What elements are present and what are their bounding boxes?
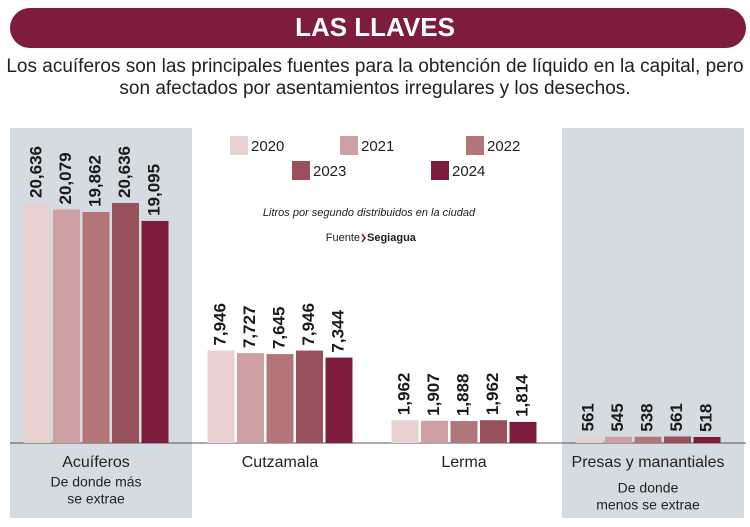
bar [693,436,721,443]
bar [266,354,294,443]
value-label: 20,636 [26,146,45,198]
highlight-panel [562,128,744,518]
x-tick-label: Acuíferos [62,454,130,471]
bar [325,357,353,443]
subtitle: son afectados por asentamientos irregula… [119,78,630,99]
title-banner [10,8,746,48]
value-label: 7,344 [328,310,347,353]
value-label: 1,962 [483,373,502,416]
bar [509,421,537,443]
bar [237,353,264,443]
value-label: 561 [667,403,686,431]
x-tick-label: Cutzamala [242,454,319,471]
legend-label: 2024 [452,163,485,180]
value-label: 561 [578,403,597,431]
bar [296,350,323,443]
value-label: 518 [696,404,715,432]
bar [634,436,662,443]
note: Litros por segundo distribuidos en la ci… [263,207,476,219]
legend-swatch [340,136,358,155]
category-note: De donde más [50,474,141,490]
legend-swatch [431,161,449,180]
value-label: 20,079 [56,152,75,204]
bar [664,436,691,443]
x-tick-label: Lerma [441,454,486,471]
legend-label: 2020 [251,138,284,155]
legend-swatch [466,136,484,155]
source-label: Fuente [326,232,360,244]
value-label: 1,888 [453,373,472,416]
value-label: 7,946 [299,303,318,346]
legend-swatch [292,161,310,180]
legend-swatch [230,136,248,155]
bar [450,421,478,443]
bar [391,420,419,443]
value-label: 1,814 [512,374,531,417]
value-label: 545 [608,403,627,431]
legend-label: 2021 [361,138,394,155]
legend-label: 2022 [487,138,520,155]
bar [207,350,235,443]
value-label: 19,862 [85,155,104,207]
bar [23,203,51,443]
bar [480,420,507,443]
x-tick-label: Presas y manantiales [572,454,725,471]
bar [605,436,632,443]
bar [421,420,448,443]
value-label: 20,636 [115,146,134,198]
bar [82,212,110,443]
value-label: 538 [637,403,656,431]
value-label: 1,962 [394,373,413,416]
source-arrow [361,233,366,243]
bar [112,203,139,443]
value-label: 1,907 [424,373,443,416]
bar [575,436,603,443]
legend-label: 2023 [313,163,346,180]
category-note: menos se extrae [596,497,700,513]
category-note: se extrae [67,491,125,507]
category-note: De donde [618,480,679,496]
value-label: 7,946 [210,303,229,346]
value-label: 7,727 [240,306,259,349]
value-label: 7,645 [269,307,288,350]
chart-title: LAS LLAVES [295,12,455,42]
bar [141,220,169,443]
source: Segiagua [367,232,417,244]
subtitle: Los acuíferos son las principales fuente… [6,56,743,77]
value-label: 19,095 [144,164,163,216]
bar [53,209,80,443]
